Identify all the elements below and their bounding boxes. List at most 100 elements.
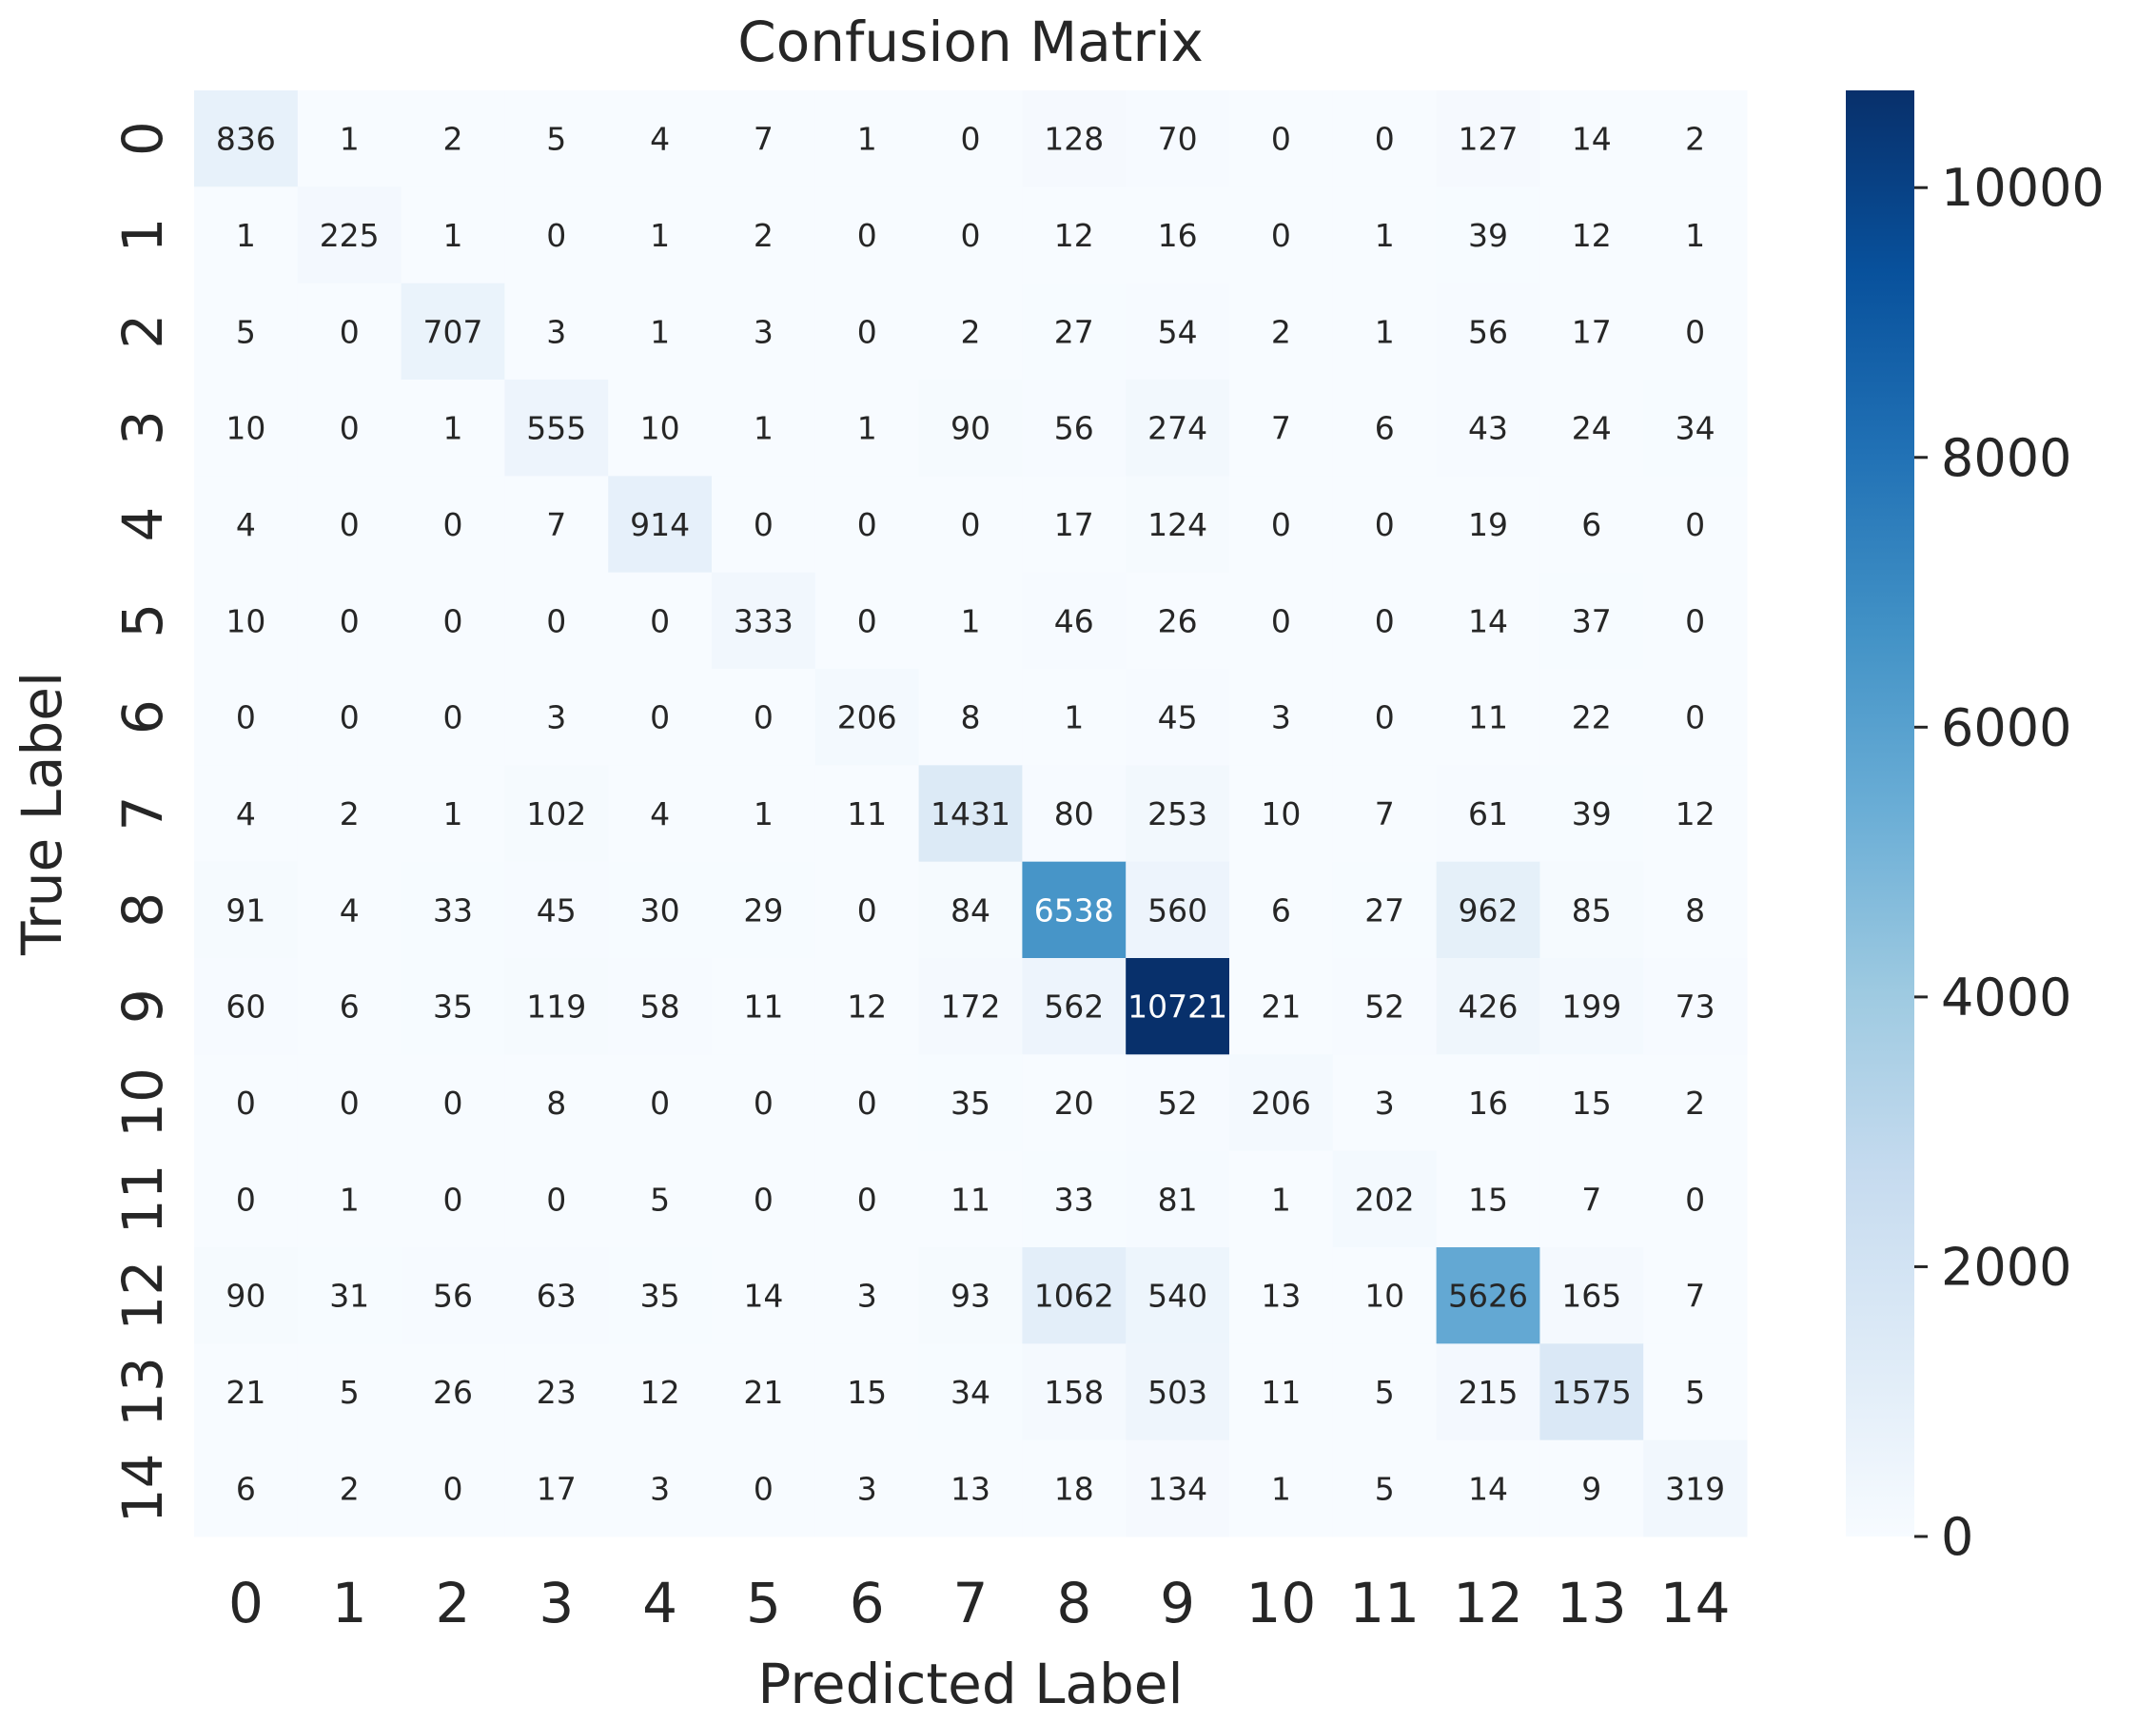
cell-value-label: 7 — [754, 121, 774, 158]
colorbar-tick-label: 10000 — [1941, 158, 2105, 218]
cell-value-label: 21 — [743, 1374, 783, 1411]
cell-value-label: 35 — [433, 988, 473, 1026]
heatmap-cell-14-0 — [194, 1439, 299, 1537]
heatmap-cell-14-1 — [297, 1439, 402, 1537]
cell-value-label: 3 — [754, 313, 774, 350]
x-tick-label: 9 — [1160, 1571, 1195, 1635]
cell-value-label: 426 — [1459, 988, 1519, 1026]
cell-value-label: 5 — [650, 1181, 670, 1218]
y-tick-label: 12 — [110, 1261, 175, 1331]
heatmap-cell-5-8 — [1022, 572, 1127, 670]
cell-value-label: 39 — [1572, 795, 1612, 832]
heatmap-cell-0-6 — [814, 90, 920, 187]
heatmap-cell-14-13 — [1539, 1439, 1644, 1537]
heatmap-cell-10-5 — [712, 1054, 816, 1152]
heatmap-cell-1-2 — [401, 186, 505, 284]
cell-value-label: 0 — [546, 1181, 566, 1218]
cell-value-label: 3 — [1375, 1085, 1395, 1122]
heatmap-cell-10-4 — [608, 1054, 713, 1152]
cell-value-label: 0 — [236, 699, 256, 736]
heatmap-cell-0-7 — [918, 90, 1023, 187]
heatmap-cell-13-7 — [918, 1343, 1023, 1441]
heatmap-cell-1-12 — [1436, 186, 1540, 284]
cell-value-label: 102 — [526, 795, 586, 832]
y-tick-label: 2 — [110, 314, 175, 349]
colorbar-tick-label: 6000 — [1941, 697, 2071, 757]
cell-value-label: 0 — [961, 506, 981, 543]
cell-value-label: 0 — [340, 506, 360, 543]
heatmap-cell-3-0 — [194, 380, 299, 477]
heatmap-cell-5-1 — [297, 572, 402, 670]
y-tick-label: 7 — [110, 796, 175, 832]
heatmap-cell-12-0 — [194, 1247, 299, 1344]
heatmap-cell-9-13 — [1539, 958, 1644, 1055]
heatmap-cell-7-8 — [1022, 765, 1127, 863]
cell-value-label: 84 — [951, 891, 990, 929]
heatmap-cell-12-6 — [814, 1247, 920, 1344]
cell-value-label: 836 — [216, 121, 276, 158]
cell-value-label: 35 — [951, 1085, 990, 1122]
colorbar-tick-label: 8000 — [1941, 428, 2071, 488]
cell-value-label: 4 — [236, 795, 256, 832]
y-axis-label: True Label — [10, 672, 74, 956]
heatmap-cell-6-13 — [1539, 669, 1644, 766]
heatmap-cell-8-13 — [1539, 861, 1644, 959]
cell-value-label: 2 — [1685, 121, 1705, 158]
cell-value-label: 90 — [951, 410, 990, 447]
cell-value-label: 8 — [1685, 891, 1705, 929]
cell-value-label: 2 — [443, 121, 463, 158]
x-tick-label: 13 — [1557, 1571, 1627, 1635]
heatmap-cell-9-8 — [1022, 958, 1127, 1055]
cell-value-label: 1 — [443, 217, 463, 254]
cell-value-label: 12 — [1572, 217, 1612, 254]
cell-value-label: 45 — [1158, 699, 1198, 736]
heatmap-cell-3-4 — [608, 380, 713, 477]
x-tick-label: 0 — [228, 1571, 264, 1635]
heatmap-cell-14-7 — [918, 1439, 1023, 1537]
heatmap-cell-11-10 — [1229, 1150, 1334, 1248]
cell-value-label: 1 — [1271, 1470, 1291, 1507]
heatmap-cell-13-0 — [194, 1343, 299, 1441]
cell-value-label: 1 — [754, 410, 774, 447]
heatmap-cell-5-3 — [504, 572, 609, 670]
cell-value-label: 503 — [1147, 1374, 1207, 1411]
heatmap-cell-8-4 — [608, 861, 713, 959]
heatmap-cell-4-1 — [297, 476, 402, 574]
cell-value-label: 43 — [1468, 410, 1508, 447]
cell-value-label: 18 — [1054, 1470, 1094, 1507]
heatmap-cell-6-6 — [814, 669, 920, 766]
cell-value-label: 1431 — [931, 795, 1010, 832]
cell-value-label: 333 — [734, 602, 794, 639]
heatmap-cell-11-14 — [1643, 1150, 1748, 1248]
cell-value-label: 0 — [1375, 602, 1395, 639]
cell-value-label: 707 — [423, 313, 483, 350]
heatmap-cell-14-3 — [504, 1439, 609, 1537]
cell-value-label: 7 — [1271, 410, 1291, 447]
x-tick-label: 8 — [1056, 1571, 1091, 1635]
heatmap-cell-0-5 — [712, 90, 816, 187]
heatmap-cell-4-5 — [712, 476, 816, 574]
heatmap-cell-7-10 — [1229, 765, 1334, 863]
cell-value-label: 58 — [640, 988, 680, 1026]
heatmap-cell-13-14 — [1643, 1343, 1748, 1441]
heatmap-cell-8-14 — [1643, 861, 1748, 959]
heatmap-cell-2-5 — [712, 283, 816, 381]
heatmap-cell-4-8 — [1022, 476, 1127, 574]
heatmap-cell-10-7 — [918, 1054, 1023, 1152]
colorbar: 0 2000 4000 6000 8000 10000 — [1846, 90, 2105, 1567]
cell-value-label: 0 — [754, 1181, 774, 1218]
heatmap-cell-11-5 — [712, 1150, 816, 1248]
cell-value-label: 0 — [546, 217, 566, 254]
heatmap-cell-8-5 — [712, 861, 816, 959]
cell-value-label: 6 — [1271, 891, 1291, 929]
cell-value-label: 0 — [857, 1181, 877, 1218]
cell-value-label: 19 — [1468, 506, 1508, 543]
cell-value-label: 274 — [1147, 410, 1207, 447]
heatmap-cell-0-9 — [1126, 90, 1230, 187]
heatmap-cell-13-9 — [1126, 1343, 1230, 1441]
cell-value-label: 17 — [1054, 506, 1094, 543]
heatmap-cell-6-7 — [918, 669, 1023, 766]
cell-value-label: 1 — [340, 121, 360, 158]
heatmap-cell-6-10 — [1229, 669, 1334, 766]
heatmap-cell-7-4 — [608, 765, 713, 863]
